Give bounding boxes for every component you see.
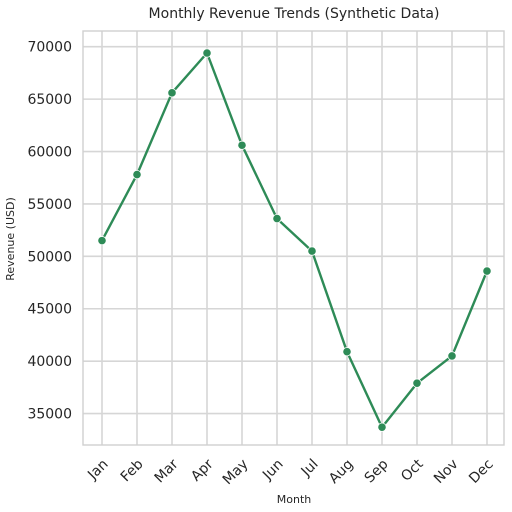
y-tick-label: 50000 — [27, 249, 72, 265]
x-tick-label: Nov — [431, 456, 462, 487]
data-point — [377, 422, 387, 432]
x-tick-label: Apr — [188, 456, 217, 485]
x-tick-label: Jul — [298, 456, 322, 480]
y-tick-label: 35000 — [27, 407, 72, 423]
x-axis-label: Month — [277, 493, 312, 506]
x-tick-labels: Jan Feb Mar Apr May Jun Jul Aug Sep Oct Nov Dec — [84, 456, 496, 488]
y-tick-label: 40000 — [27, 354, 72, 370]
x-tick-label: Feb — [118, 456, 147, 485]
series-line — [100, 51, 489, 429]
y-tick-label: 65000 — [27, 92, 72, 108]
data-point — [447, 351, 457, 361]
data-point — [272, 214, 282, 224]
x-tick-label: Jun — [259, 456, 286, 483]
x-tick-label: Jan — [84, 456, 111, 483]
x-tick-label: Sep — [362, 456, 392, 486]
data-point — [482, 266, 492, 276]
data-point — [307, 246, 317, 256]
y-tick-label: 55000 — [27, 197, 72, 213]
data-point — [97, 236, 107, 246]
x-tick-label: Dec — [466, 456, 496, 486]
plot-frame — [82, 30, 505, 446]
x-tick-label: May — [220, 456, 252, 488]
x-tick-label: Mar — [152, 456, 182, 486]
y-tick-label: 60000 — [27, 145, 72, 161]
data-point — [342, 347, 352, 357]
y-axis-label: Revenue (USD) — [4, 197, 17, 281]
grid-layer — [83, 31, 504, 445]
y-tick-label: 70000 — [27, 40, 72, 56]
y-tick-label: 45000 — [27, 302, 72, 318]
data-point — [167, 88, 177, 98]
x-tick-label: Aug — [326, 456, 357, 487]
chart-title: Monthly Revenue Trends (Synthetic Data) — [149, 6, 440, 22]
y-tick-labels: 35000 40000 45000 50000 55000 60000 65000 70000 — [27, 40, 72, 423]
x-tick-label: Oct — [398, 456, 427, 485]
data-point — [412, 378, 422, 388]
data-point — [132, 169, 142, 180]
data-point — [237, 140, 247, 150]
data-point — [202, 48, 212, 58]
series-layer — [97, 48, 492, 432]
